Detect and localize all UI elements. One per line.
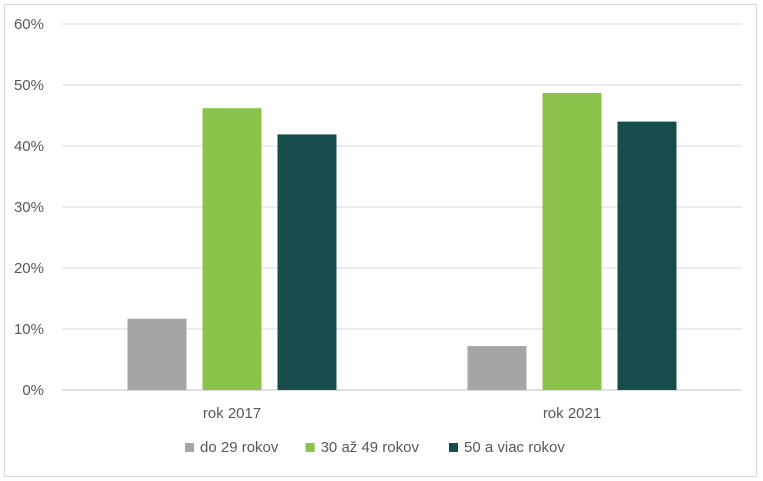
legend-label: 50 a viac rokov (464, 439, 565, 456)
y-tick-label: 60% (14, 16, 44, 33)
bar-3-2[interactable] (617, 121, 677, 390)
x-axis-categories: rok 2017 rok 2021 (203, 405, 601, 422)
x-category-label: rok 2021 (543, 405, 601, 422)
bar-1-2[interactable] (467, 346, 527, 390)
y-tick-label: 50% (14, 77, 44, 94)
y-tick-label: 30% (14, 199, 44, 216)
bar-1-1[interactable] (127, 318, 187, 390)
legend-label: 30 až 49 rokov (321, 439, 420, 456)
y-tick-label: 10% (14, 321, 44, 338)
legend-item-2[interactable]: 30 až 49 rokov (305, 439, 420, 456)
y-tick-label: 20% (14, 260, 44, 277)
x-category-label: rok 2017 (203, 405, 261, 422)
legend-label: do 29 rokov (200, 439, 279, 456)
bar-2-1[interactable] (202, 108, 262, 391)
legend-item-1[interactable]: do 29 rokov (185, 439, 279, 456)
legend[interactable]: do 29 rokov 30 až 49 rokov 50 a viac rokov (185, 439, 565, 456)
bars (127, 92, 677, 391)
bar-3-1[interactable] (277, 134, 337, 390)
legend-swatch (305, 443, 315, 452)
legend-swatch (449, 443, 458, 452)
y-tick-label: 0% (22, 382, 44, 399)
legend-item-3[interactable]: 50 a viac rokov (449, 439, 565, 456)
legend-swatch (185, 443, 194, 452)
y-axis-ticks: 0% 10% 20% 30% 40% 50% 60% (14, 16, 44, 399)
y-tick-label: 40% (14, 138, 44, 155)
bar-2-2[interactable] (542, 92, 602, 391)
